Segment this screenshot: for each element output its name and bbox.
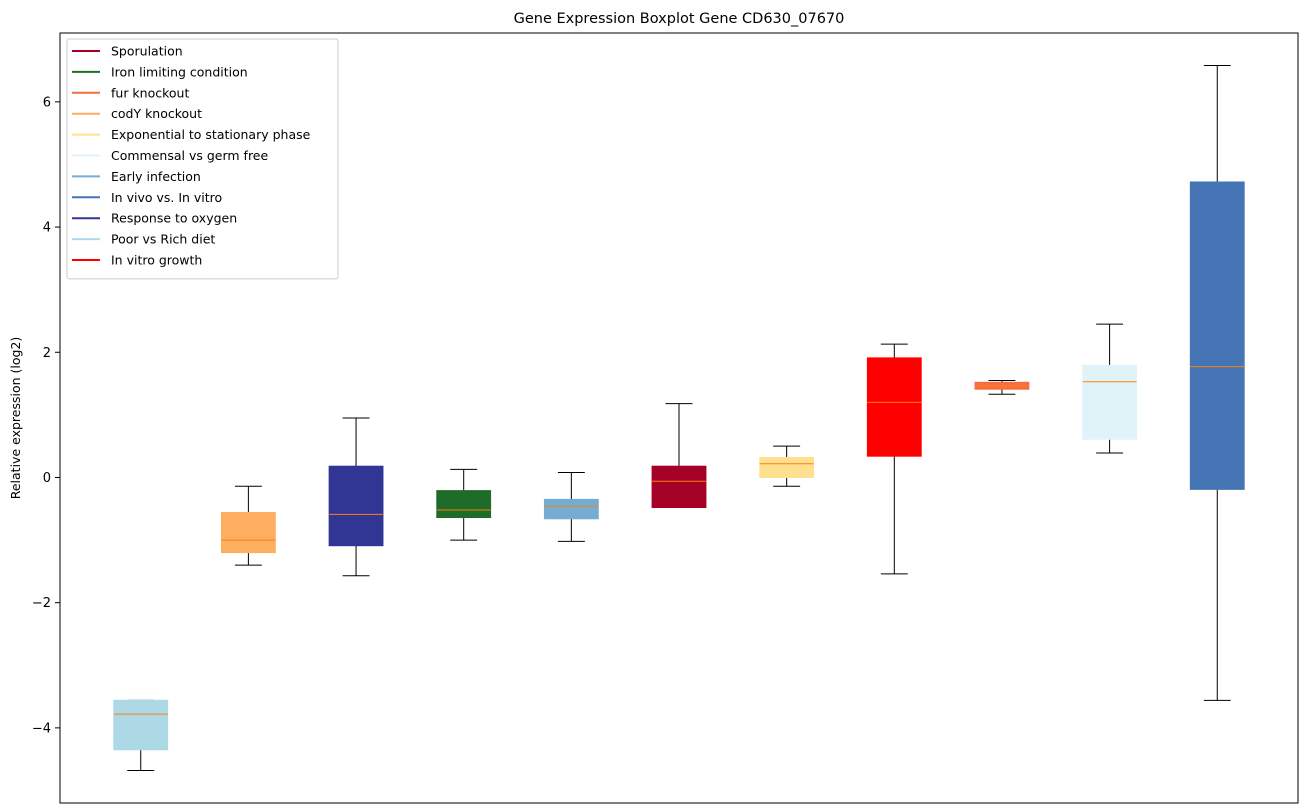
box-iqr [113,699,169,751]
box-iqr [220,512,276,554]
y-tick-label: −4 [32,721,51,736]
legend-label: Response to oxygen [111,211,237,226]
legend-label: Iron limiting condition [111,64,248,79]
legend-label: In vitro growth [111,253,202,268]
legend-item: Iron limiting condition [72,64,248,79]
legend-item: Early infection [72,169,201,184]
chart-title: Gene Expression Boxplot Gene CD630_07670 [514,11,845,27]
legend: Sporulation Iron limiting condition fur kn… [66,38,339,280]
box-group [328,417,384,577]
legend-item: Commensal vs germ free [72,148,268,163]
legend-item: codY knockout [72,106,202,121]
box-group [113,699,169,771]
box-iqr [543,498,599,520]
legend-item: fur knockout [72,85,189,100]
legend-label: fur knockout [111,85,189,100]
legend-item: Exponential to stationary phase [72,127,311,142]
box-group [759,445,815,487]
box-group [974,379,1030,395]
box-group [436,468,492,541]
y-tick-label: 4 [43,221,51,236]
legend-item: Response to oxygen [72,211,237,226]
legend-label: Poor vs Rich diet [111,232,215,247]
box-iqr [651,465,707,509]
box-group [220,485,276,566]
y-tick-label: 0 [43,471,51,486]
box-group [651,403,707,509]
legend-label: In vivo vs. In vitro [111,190,222,205]
legend-item: Sporulation [72,44,183,59]
box-iqr [1082,364,1138,440]
box-group [866,343,922,575]
y-axis: −4 −2 0 2 4 6 [32,95,60,736]
box-iqr [436,490,492,519]
box-group [543,471,599,542]
legend-label: Sporulation [111,44,183,59]
legend-label: Early infection [111,169,201,184]
legend-item: In vitro growth [72,253,202,268]
legend-item: Poor vs Rich diet [72,232,215,247]
box-group [1082,323,1138,454]
legend-item: In vivo vs. In vitro [72,190,222,205]
box-iqr [328,465,384,547]
y-axis-label: Relative expression (log2) [8,337,23,500]
y-tick-label: −2 [32,596,51,611]
box-iqr [759,456,815,478]
legend-label: Commensal vs germ free [111,148,268,163]
y-tick-label: 6 [43,95,51,110]
box-iqr [1189,181,1245,490]
plot-frame [59,32,1299,804]
y-tick-label: 2 [43,346,51,361]
box-group [1189,65,1245,701]
legend-label: Exponential to stationary phase [111,127,311,142]
legend-frame [66,38,339,280]
legend-label: codY knockout [111,106,202,121]
plot-area [113,65,1245,771]
box-iqr [866,357,922,457]
